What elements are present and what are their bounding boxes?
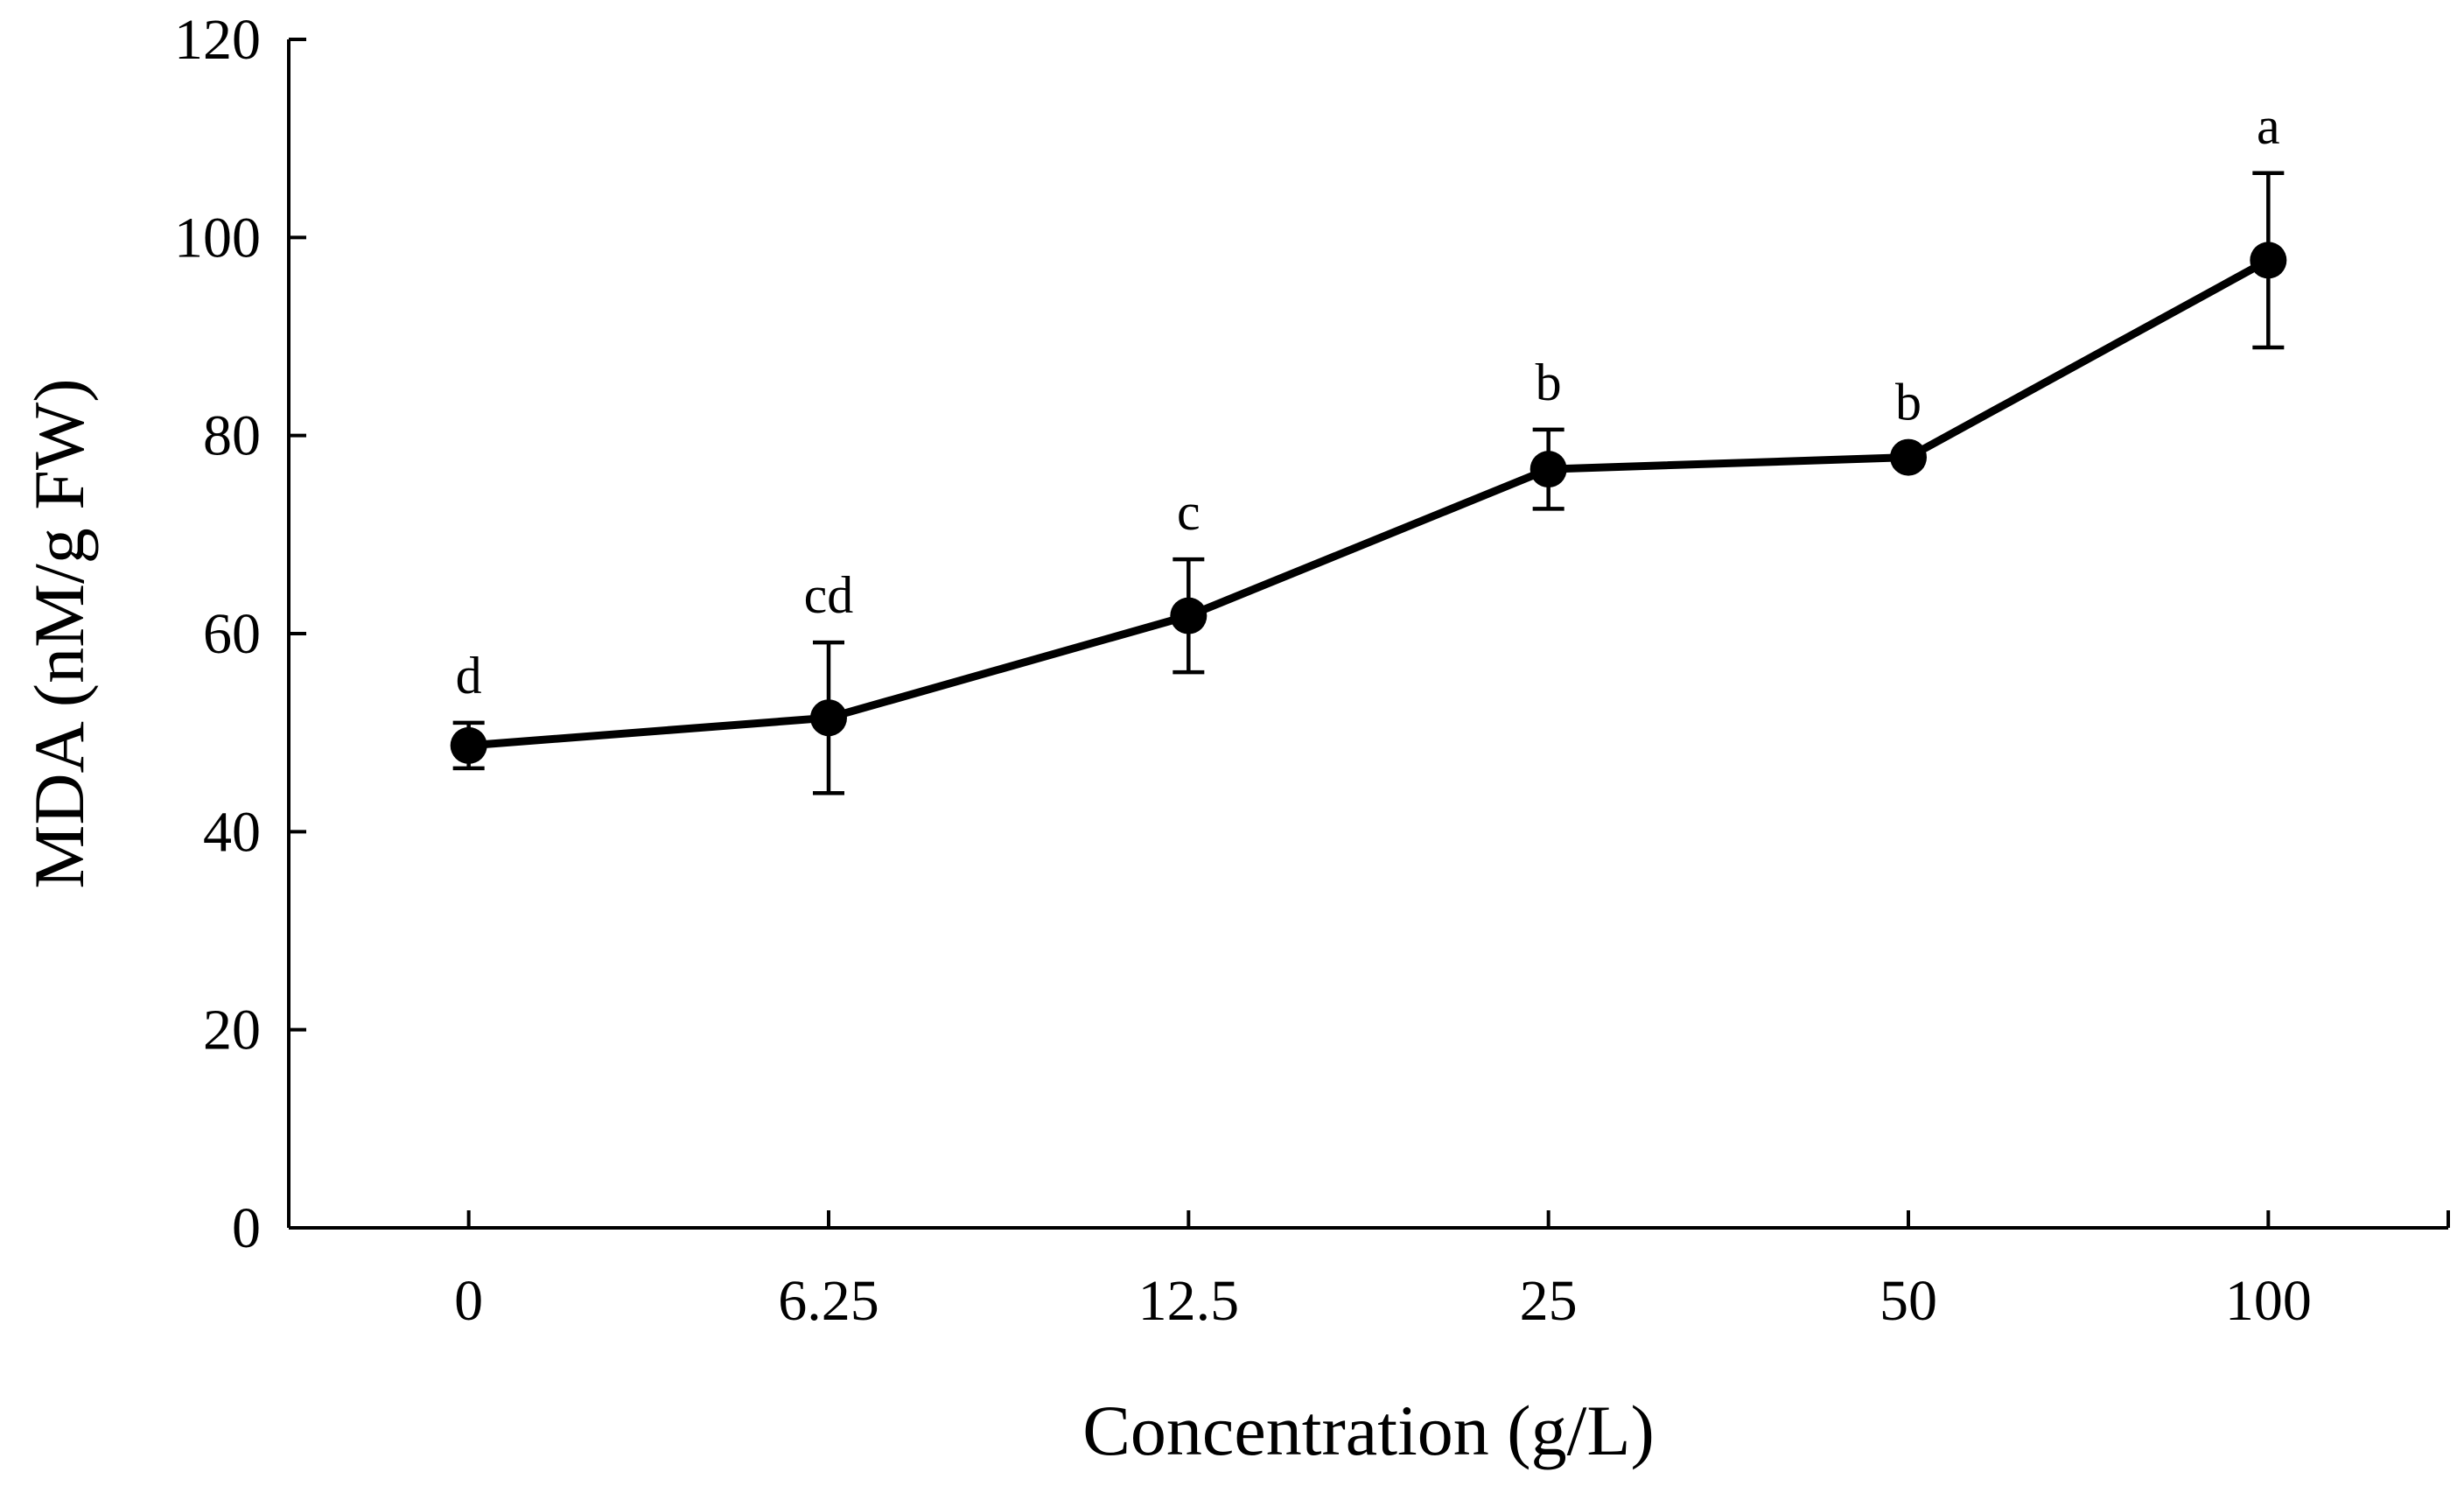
data-point <box>2250 242 2287 279</box>
significance-label: cd <box>804 566 854 624</box>
x-tick-label: 0 <box>454 1269 483 1333</box>
x-ticks: 0 6.25 12.5 25 50 100 <box>454 1210 2312 1333</box>
axes <box>287 39 2448 1230</box>
y-tick-label: 0 <box>232 1196 261 1260</box>
data-point <box>1890 438 1927 476</box>
data-points <box>450 242 2287 764</box>
error-bars <box>452 171 2285 796</box>
data-point <box>1170 597 1208 634</box>
y-tick-label: 80 <box>203 404 261 468</box>
x-tick-label: 25 <box>1520 1269 1578 1333</box>
y-ticks: 0 20 40 60 80 100 120 <box>174 8 2450 1260</box>
y-tick-label: 60 <box>203 602 261 666</box>
x-axis-title: Concentration (g/L) <box>1082 1391 1655 1470</box>
x-tick-label: 12.5 <box>1138 1269 1240 1333</box>
y-tick-label: 100 <box>174 206 261 270</box>
data-point <box>1530 451 1567 488</box>
data-point <box>810 699 847 737</box>
y-axis-title: MDA (nM/g FW) <box>19 378 99 888</box>
x-tick-label: 50 <box>1880 1269 1937 1333</box>
y-tick-label: 120 <box>174 8 261 72</box>
significance-label: b <box>1536 354 1562 411</box>
significance-label: c <box>1177 483 1200 541</box>
significance-label: b <box>1895 374 1922 431</box>
data-point <box>450 726 487 764</box>
y-tick-label: 20 <box>203 999 261 1062</box>
y-tick-label: 40 <box>203 800 261 864</box>
significance-label: d <box>456 647 482 704</box>
series-mda: d cd c b b a <box>450 97 2287 796</box>
x-tick-label: 100 <box>2225 1269 2312 1333</box>
significance-label: a <box>2257 97 2280 155</box>
significance-labels: d cd c b b a <box>456 97 2280 704</box>
series-line <box>468 256 2271 750</box>
x-tick-label: 6.25 <box>778 1269 879 1333</box>
